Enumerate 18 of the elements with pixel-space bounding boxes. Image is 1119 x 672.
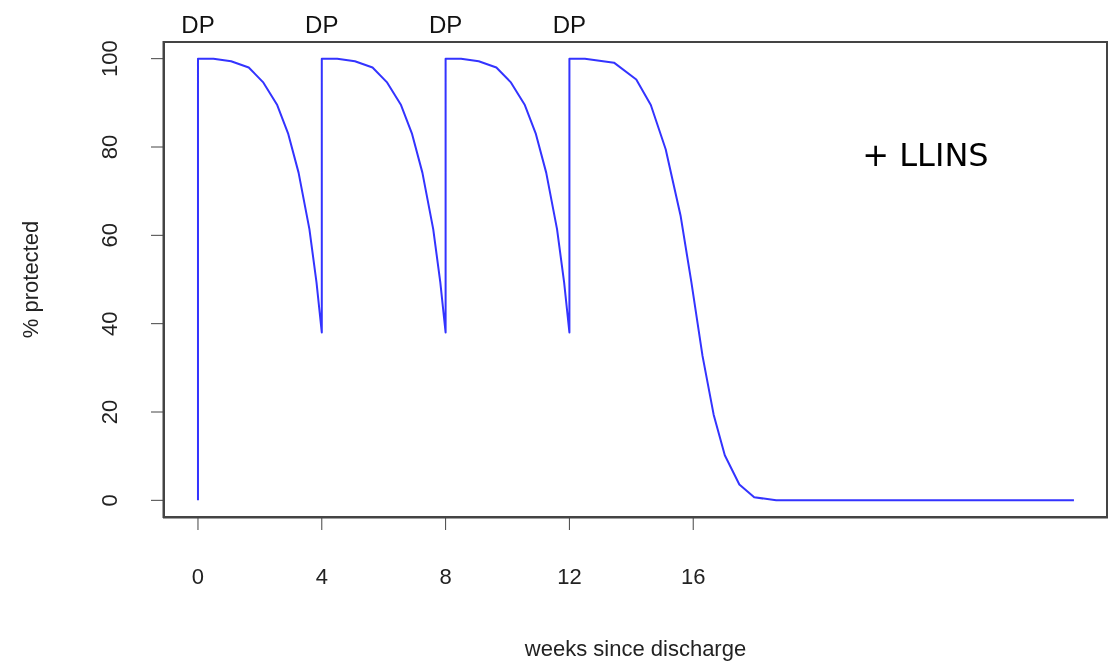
annotation: + LLINS [862, 136, 989, 174]
annotation: DP [305, 10, 339, 39]
x-tick-label: 16 [680, 563, 706, 589]
y-tick-label: 60 [97, 223, 122, 248]
annotation: DP [552, 10, 587, 39]
annotation: DP [428, 10, 463, 39]
x-tick-label: 0 [191, 563, 205, 589]
y-tick-label: 40 [97, 311, 122, 336]
x-tick-label: 4 [315, 563, 328, 589]
x-axis-title: weeks since discharge [523, 636, 747, 661]
y-tick-label: 0 [97, 494, 122, 507]
y-tick-label: 100 [97, 40, 122, 78]
x-tick-label: 12 [557, 563, 582, 589]
y-tick-label: 20 [97, 399, 122, 425]
x-tick-label: 8 [439, 563, 452, 589]
annotation: DP [181, 10, 215, 39]
y-tick-label: 80 [97, 134, 122, 160]
y-axis-title: % protected [17, 220, 43, 339]
